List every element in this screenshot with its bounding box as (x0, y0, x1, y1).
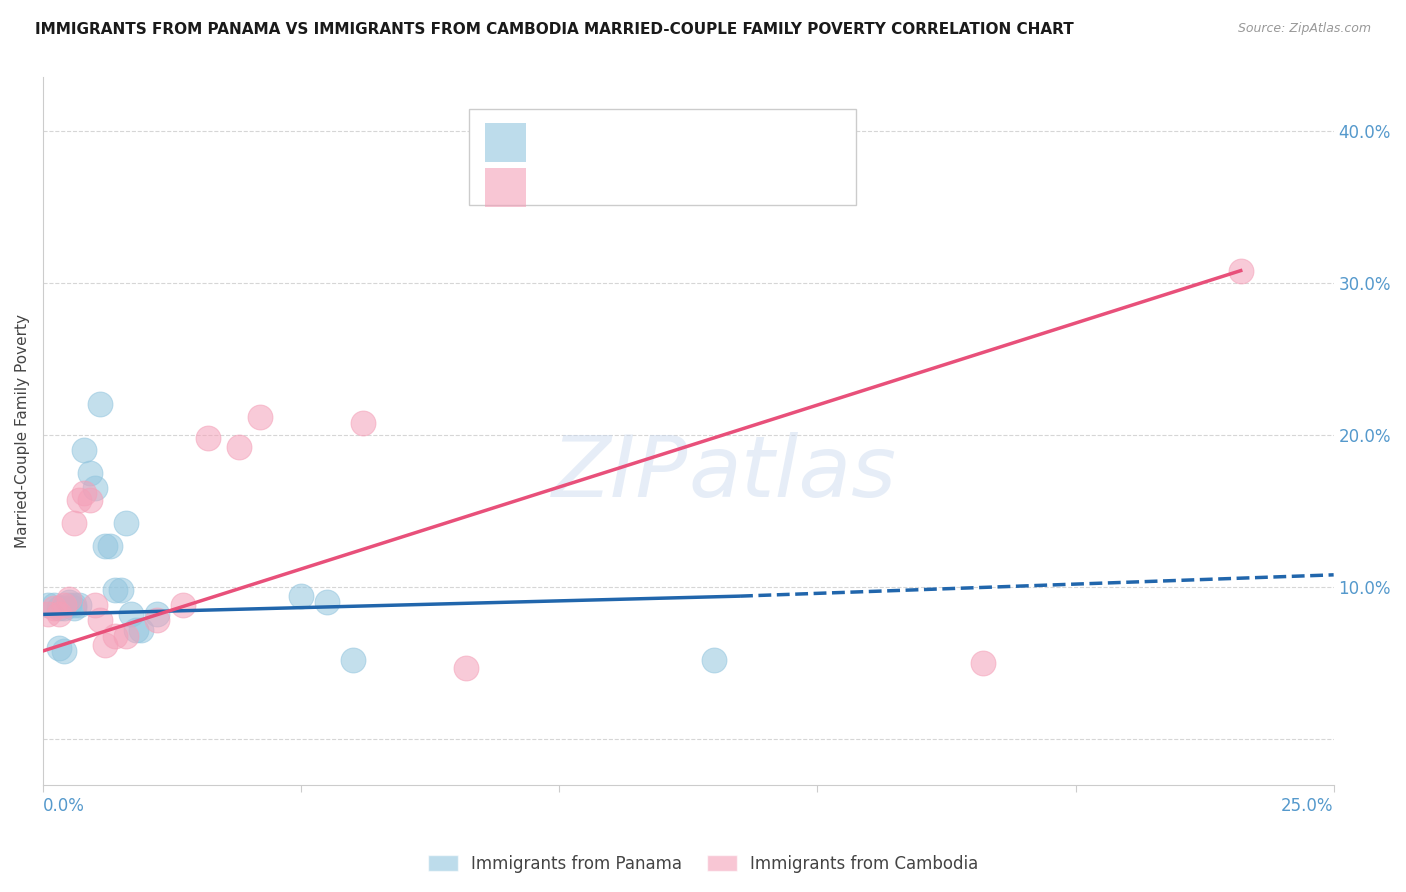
Point (145, 607, 167, 622)
Point (125, 623, 148, 637)
Text: atlas: atlas (689, 432, 897, 515)
Point (83, 599, 105, 613)
Point (67, 493, 90, 508)
Point (129, 623, 152, 637)
Point (42, 599, 65, 613)
Point (110, 582, 132, 597)
Point (94, 539, 117, 553)
Text: R = 0.046   N = 28: R = 0.046 N = 28 (541, 134, 725, 152)
FancyBboxPatch shape (485, 168, 526, 207)
Point (98, 539, 121, 553)
Point (89, 614, 111, 628)
Point (972, 656, 994, 670)
Point (114, 629, 136, 643)
Point (58, 592, 80, 607)
Point (48, 607, 70, 622)
Text: 25.0%: 25.0% (1281, 797, 1334, 815)
Point (42, 601, 65, 615)
Point (63, 601, 86, 615)
Point (316, 595, 339, 609)
Point (104, 629, 127, 643)
Point (83, 481, 105, 495)
Point (1229, 263, 1251, 277)
Point (89, 397, 111, 411)
Point (197, 431, 219, 445)
Point (67, 599, 90, 613)
Point (352, 416, 374, 430)
Point (94, 638, 117, 652)
Point (342, 653, 364, 667)
Point (703, 653, 725, 667)
Point (228, 440, 250, 454)
Point (52, 644, 75, 658)
Point (58, 599, 80, 613)
Point (249, 409, 271, 424)
Point (63, 599, 86, 613)
Point (73, 443, 96, 458)
Point (145, 614, 167, 628)
Point (48, 601, 70, 615)
Point (79, 493, 101, 508)
Text: 0.0%: 0.0% (44, 797, 86, 815)
Text: ZIP: ZIP (553, 432, 689, 515)
Text: R = 0.570   N = 23: R = 0.570 N = 23 (541, 178, 725, 196)
Point (290, 589, 312, 603)
Point (37, 607, 59, 622)
FancyBboxPatch shape (485, 123, 526, 162)
Point (73, 485, 96, 500)
Text: Source: ZipAtlas.com: Source: ZipAtlas.com (1237, 22, 1371, 36)
Point (172, 599, 194, 613)
Point (63, 516, 86, 530)
Point (120, 607, 142, 622)
Point (48, 640, 70, 655)
Point (58, 595, 80, 609)
Text: IMMIGRANTS FROM PANAMA VS IMMIGRANTS FROM CAMBODIA MARRIED-COUPLE FAMILY POVERTY: IMMIGRANTS FROM PANAMA VS IMMIGRANTS FRO… (35, 22, 1074, 37)
Y-axis label: Married-Couple Family Poverty: Married-Couple Family Poverty (15, 314, 30, 548)
Legend: Immigrants from Panama, Immigrants from Cambodia: Immigrants from Panama, Immigrants from … (420, 848, 986, 880)
Point (79, 466, 101, 480)
Point (104, 582, 127, 597)
Point (52, 601, 75, 615)
FancyBboxPatch shape (470, 109, 856, 205)
Point (52, 599, 75, 613)
Point (114, 516, 136, 530)
Point (456, 660, 478, 674)
Point (37, 599, 59, 613)
